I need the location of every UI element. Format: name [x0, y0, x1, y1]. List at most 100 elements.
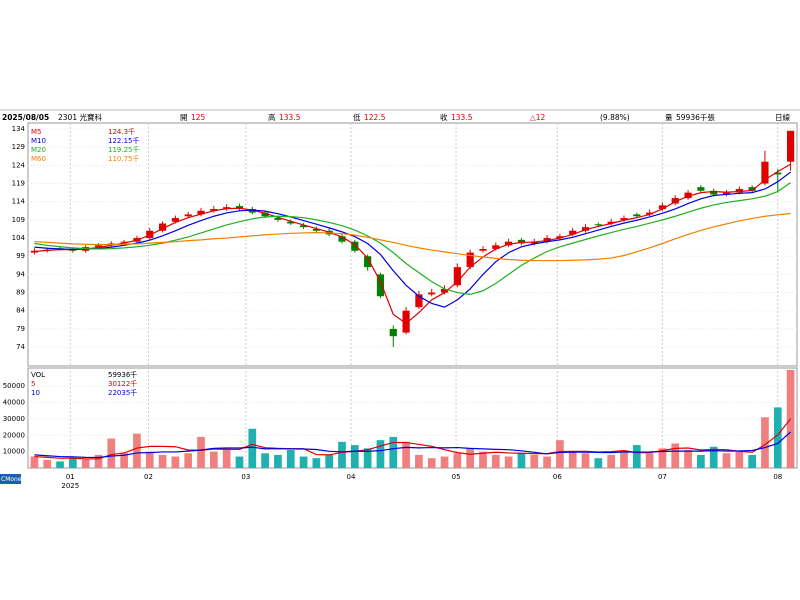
legend-value: 110.75千 [108, 154, 140, 163]
change: △12 [530, 113, 546, 122]
candle-body [684, 192, 692, 199]
volume-bar [543, 456, 551, 468]
candle-body [274, 218, 282, 220]
candle-body [338, 236, 346, 242]
y-tick-label: 50000 [3, 382, 25, 390]
brand-box [0, 474, 21, 484]
volume-bar [299, 456, 308, 468]
brand: CMoney [1, 476, 26, 483]
candle-body [671, 198, 679, 204]
volume-bar [722, 453, 731, 468]
volume-bar [556, 440, 564, 468]
ma-line [34, 431, 791, 459]
volume-label: 量 [665, 113, 673, 122]
volume-bar [107, 438, 116, 468]
x-tick-label: 07 [658, 473, 667, 481]
legend-name: M60 [31, 155, 46, 163]
volume-bar [530, 454, 539, 468]
field-label: 低 [353, 112, 361, 122]
candle-body [748, 187, 756, 191]
candle-body [735, 188, 743, 193]
volume-bar [69, 458, 77, 468]
y-tick-label: 40000 [3, 399, 25, 407]
candle-body [210, 208, 218, 211]
volume-bar [350, 445, 359, 468]
volume-bar [363, 448, 372, 468]
field-label: 開 [180, 113, 188, 122]
legend-name: M10 [31, 137, 46, 145]
candle-body [569, 230, 577, 235]
volume-bar [761, 417, 769, 468]
y-tick-label: 134 [12, 125, 26, 133]
candle-body [30, 250, 38, 253]
candle-body [479, 248, 487, 251]
y-tick-label: 119 [12, 180, 25, 188]
candle-body [581, 227, 590, 231]
y-tick-label: 20000 [3, 431, 25, 439]
volume-bar [684, 449, 692, 468]
ma-line [34, 171, 791, 308]
volume-panel [27, 367, 798, 469]
volume-bar [658, 448, 667, 468]
legend-value: 122.15千 [108, 136, 140, 145]
volume-bar [645, 453, 654, 468]
volume-bar [632, 445, 641, 468]
volume-bar [261, 453, 269, 468]
volume-bar [171, 456, 180, 468]
candle-body [620, 218, 628, 220]
volume-bar [30, 456, 39, 468]
candle-body [376, 274, 385, 297]
volume-bar [209, 451, 218, 468]
candle-body [722, 192, 731, 195]
y-tick-label: 89 [16, 289, 25, 297]
y-tick-label: 84 [16, 307, 25, 315]
volume-bar [491, 454, 500, 468]
volume-bar [56, 461, 64, 468]
candle-body [312, 228, 320, 231]
legend-name: M5 [31, 128, 42, 136]
candle-body [235, 206, 244, 209]
volume-bar [453, 453, 462, 468]
volume-bar [748, 454, 756, 468]
volume-bar [607, 454, 616, 468]
volume-bar [338, 441, 346, 468]
change-pct: (9.88%) [600, 113, 630, 122]
x-tick-label: 05 [452, 473, 461, 481]
y-tick-label: 10000 [3, 448, 25, 456]
plot: 01 02 03 04 05 06 07 08 2025 74 79 84 89 94 99 104 109 11… [3, 123, 797, 490]
legend-name: M20 [31, 146, 46, 154]
volume-bar [145, 451, 154, 468]
x-tick-label: 01 [66, 473, 75, 481]
ma-line [34, 163, 791, 325]
y-tick-label: 104 [12, 234, 26, 242]
volume-bar [427, 458, 436, 468]
x-tick-label: 03 [241, 473, 250, 481]
volume-bar [581, 453, 590, 468]
field-value: 133.5 [451, 113, 473, 122]
y-tick-label: 74 [16, 343, 25, 351]
x-tick-label: 06 [553, 473, 562, 481]
volume-bar [594, 458, 603, 468]
stock: 2301 光寶科 [58, 112, 102, 122]
candle-body [633, 214, 641, 217]
volume-bar [504, 456, 513, 468]
volume-bar [94, 454, 103, 468]
volume-bar [773, 407, 782, 468]
volume-bar [376, 440, 385, 468]
y-tick-label: 129 [12, 143, 25, 151]
volume-bar [415, 454, 423, 468]
volume-bar [466, 448, 475, 468]
candle-body [517, 239, 526, 244]
candle-body [492, 245, 500, 249]
candle-body [261, 212, 269, 217]
candle-body [415, 294, 423, 308]
candle-body [248, 208, 256, 213]
field-value: 133.5 [279, 113, 301, 122]
volume-bar [286, 449, 295, 468]
candle-body [466, 252, 474, 268]
candle-body [120, 241, 128, 243]
x-tick-label: 08 [773, 473, 782, 481]
volume-bar [735, 451, 744, 468]
